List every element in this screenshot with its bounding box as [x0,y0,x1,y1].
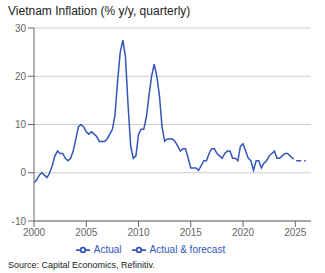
svg-text:20: 20 [15,71,27,82]
svg-text:2020: 2020 [232,227,255,238]
svg-text:0: 0 [20,167,26,178]
html-text:Vietnam Inflation (% y/y, quar: Vietnam Inflation (% y/y, quarterly) [8,4,191,18]
svg-text:2000: 2000 [23,227,46,238]
svg-text:2015: 2015 [180,227,203,238]
html-text:Actual: Actual [93,243,122,255]
html-text:Actual & forecast: Actual & forecast [149,243,226,255]
svg-text:-10: -10 [12,216,27,227]
svg-text:2005: 2005 [75,227,98,238]
svg-text:2025: 2025 [284,227,307,238]
svg-text:10: 10 [15,119,27,130]
svg-text:30: 30 [15,23,27,34]
html-text:Source: Capital Economics, Ref: Source: Capital Economics, Refinitiv. [8,260,155,270]
svg-text:2010: 2010 [127,227,150,238]
